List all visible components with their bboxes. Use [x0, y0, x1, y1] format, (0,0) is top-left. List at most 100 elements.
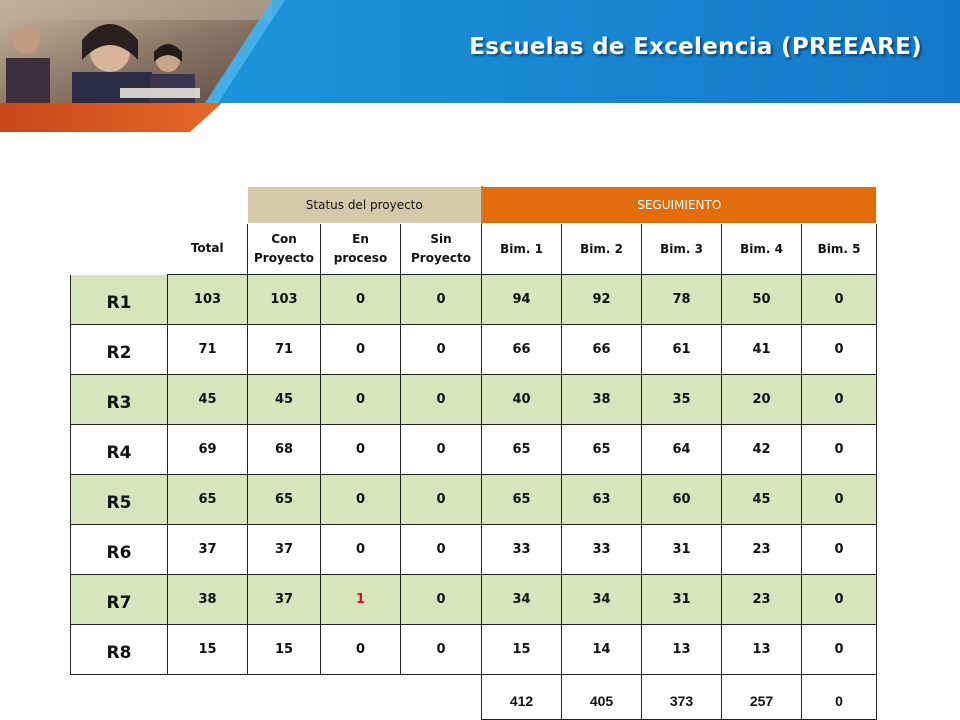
- cell-bim3: 31: [641, 574, 722, 625]
- empty-header-cell: [71, 187, 168, 224]
- table-row: R6 37 37 0 0 33 33 31 23 0: [70, 524, 877, 575]
- cell-bim1: 94: [481, 274, 562, 325]
- cell-bim4: 23: [721, 524, 802, 575]
- cell-total: 38: [167, 574, 248, 625]
- cell-bim4: 23: [721, 574, 802, 625]
- cell-con-proyecto: 45: [247, 374, 321, 425]
- table-row: R3 45 45 0 0 40 38 35 20 0: [70, 374, 877, 425]
- cell-bim2: 66: [561, 324, 642, 375]
- table-row: R1 103 103 0 0 94 92 78 50 0: [70, 274, 877, 325]
- cell-bim3: 60: [641, 474, 722, 525]
- cell-sin-proyecto: 0: [400, 424, 482, 475]
- total-bim3: 373: [641, 674, 722, 720]
- cell-bim2: 65: [561, 424, 642, 475]
- cell-bim2: 38: [561, 374, 642, 425]
- table-row: R2 71 71 0 0 66 66 61 41 0: [70, 324, 877, 375]
- col-header-bim5: Bim. 5: [801, 223, 877, 275]
- cell-bim4: 45: [721, 474, 802, 525]
- cell-bim2: 92: [561, 274, 642, 325]
- cell-total: 69: [167, 424, 248, 475]
- cell-bim5: 0: [801, 524, 877, 575]
- cell-bim5: 0: [801, 324, 877, 375]
- cell-con-proyecto: 15: [247, 624, 321, 675]
- empty-header-cell: [168, 187, 248, 224]
- col-header-con-proyecto: Con Proyecto: [247, 223, 321, 275]
- column-header-row: Total Con Proyecto En proceso Sin Proyec…: [71, 223, 877, 275]
- total-bim4: 257: [721, 674, 802, 720]
- empty-totals-cell: [401, 674, 482, 719]
- cell-con-proyecto: 37: [247, 524, 321, 575]
- page-title: Escuelas de Excelencia (PREEARE): [469, 34, 922, 60]
- cell-bim5: 0: [801, 374, 877, 425]
- col-header-line: Proyecto: [253, 251, 314, 265]
- cell-bim3: 78: [641, 274, 722, 325]
- cell-con-proyecto: 103: [247, 274, 321, 325]
- cell-bim2: 63: [561, 474, 642, 525]
- cell-bim1: 66: [481, 324, 562, 375]
- cell-bim5: 0: [801, 574, 877, 625]
- empty-header-cell: [71, 224, 168, 275]
- cell-sin-proyecto: 0: [400, 524, 482, 575]
- col-header-bim4: Bim. 4: [721, 223, 802, 275]
- col-header-sin-proyecto: Sin Proyecto: [400, 223, 482, 275]
- cell-sin-proyecto: 0: [400, 324, 482, 375]
- row-label: R2: [70, 324, 168, 375]
- cell-en-proceso: 0: [320, 424, 401, 475]
- row-label: R8: [70, 624, 168, 675]
- seguimiento-group-header: SEGUIMIENTO: [481, 186, 877, 224]
- table-row: R5 65 65 0 0 65 63 60 45 0: [70, 474, 877, 525]
- col-header-line: Proyecto: [410, 251, 471, 265]
- status-group-header: Status del proyecto: [247, 186, 483, 224]
- header-banner: Escuelas de Excelencia (PREEARE): [0, 0, 960, 135]
- cell-total: 45: [167, 374, 248, 425]
- col-header-bim3: Bim. 3: [641, 223, 722, 275]
- empty-totals-cell: [71, 674, 168, 719]
- table-row: R7 38 37 1 0 34 34 31 23 0: [70, 574, 877, 625]
- cell-bim1: 34: [481, 574, 562, 625]
- cell-bim5: 0: [801, 474, 877, 525]
- table-row: R4 69 68 0 0 65 65 64 42 0: [70, 424, 877, 475]
- cell-bim4: 13: [721, 624, 802, 675]
- cell-con-proyecto: 65: [247, 474, 321, 525]
- group-header-row: Status del proyecto SEGUIMIENTO: [71, 186, 877, 224]
- empty-totals-cell: [168, 674, 248, 719]
- col-header-line: Con: [271, 232, 297, 246]
- orange-accent-strip: [0, 103, 222, 132]
- row-label: R4: [70, 424, 168, 475]
- total-bim2: 405: [561, 674, 642, 720]
- cell-total: 103: [167, 274, 248, 325]
- col-header-line: En: [352, 232, 369, 246]
- cell-bim1: 33: [481, 524, 562, 575]
- cell-bim5: 0: [801, 424, 877, 475]
- row-label: R6: [70, 524, 168, 575]
- empty-totals-cell: [248, 674, 321, 719]
- cell-bim1: 65: [481, 424, 562, 475]
- total-bim5: 0: [801, 674, 877, 720]
- totals-row: 412 405 373 257 0: [71, 674, 877, 720]
- empty-totals-cell: [321, 674, 401, 719]
- cell-sin-proyecto: 0: [400, 274, 482, 325]
- cell-total: 37: [167, 524, 248, 575]
- col-header-total: Total: [167, 223, 248, 275]
- col-header-bim1: Bim. 1: [481, 223, 562, 275]
- row-label: R7: [70, 574, 168, 625]
- col-header-en-proceso: En proceso: [320, 223, 401, 275]
- row-label: R5: [70, 474, 168, 525]
- cell-en-proceso: 0: [320, 274, 401, 325]
- cell-bim3: 13: [641, 624, 722, 675]
- cell-bim4: 20: [721, 374, 802, 425]
- regions-table: Status del proyecto SEGUIMIENTO Total Co…: [70, 186, 877, 720]
- cell-bim3: 35: [641, 374, 722, 425]
- cell-bim3: 64: [641, 424, 722, 475]
- cell-bim3: 61: [641, 324, 722, 375]
- cell-con-proyecto: 71: [247, 324, 321, 375]
- cell-bim1: 65: [481, 474, 562, 525]
- cell-bim2: 33: [561, 524, 642, 575]
- cell-en-proceso: 0: [320, 324, 401, 375]
- cell-en-proceso-highlight: 1: [320, 574, 401, 625]
- cell-bim5: 0: [801, 274, 877, 325]
- row-label: R3: [70, 374, 168, 425]
- cell-sin-proyecto: 0: [400, 474, 482, 525]
- cell-total: 15: [167, 624, 248, 675]
- row-label: R1: [70, 274, 168, 325]
